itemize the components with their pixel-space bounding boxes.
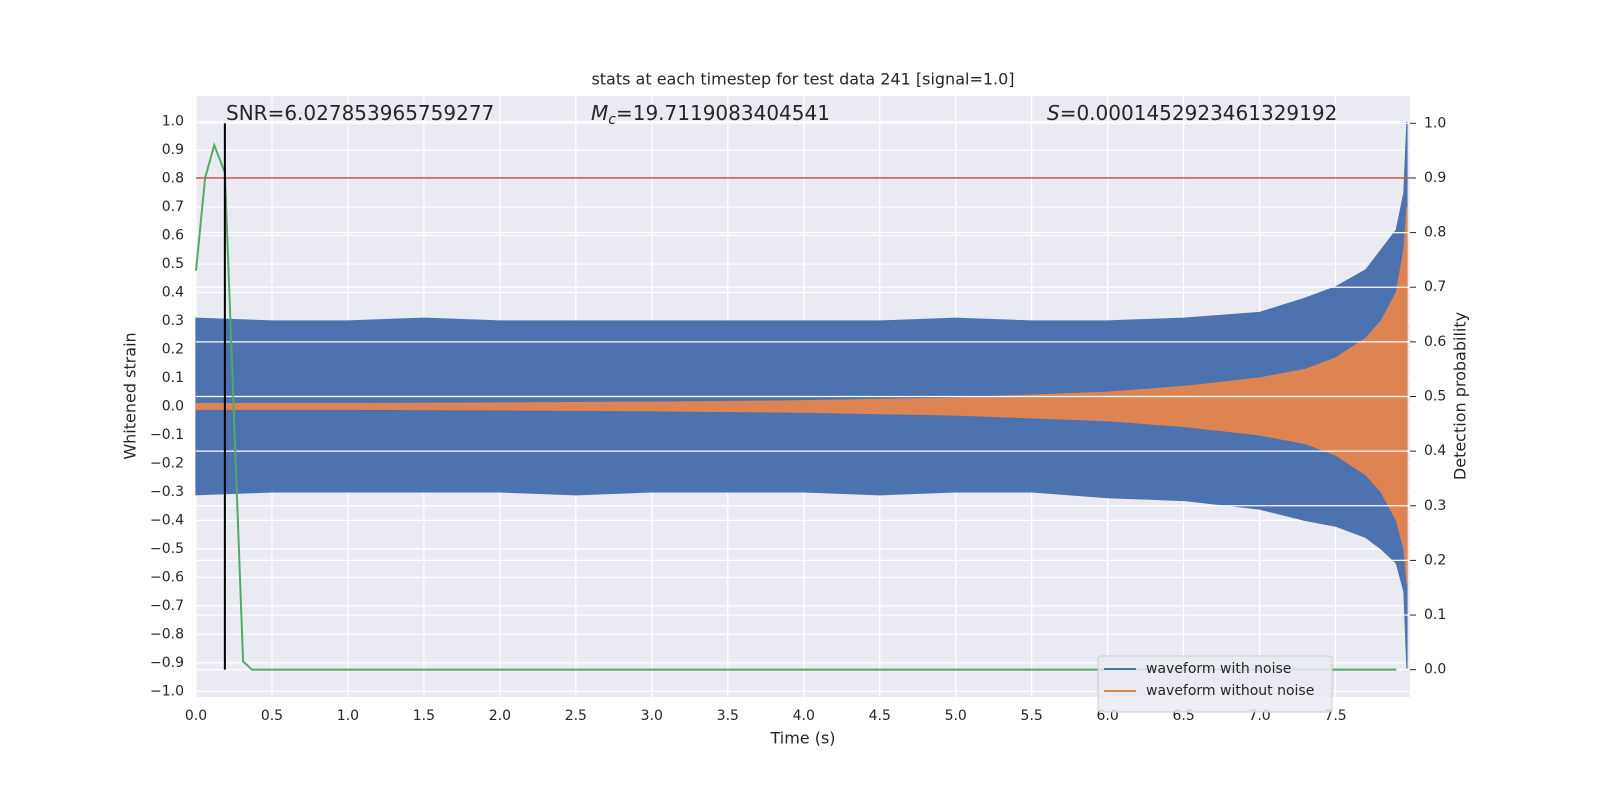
y2-tick-label: 0.2 <box>1424 552 1446 568</box>
x-tick-label: 2.5 <box>565 708 587 724</box>
chart-title: stats at each timestep for test data 241… <box>591 70 1014 89</box>
y-tick-label: 0.9 <box>162 142 184 158</box>
y-tick-label: 0.6 <box>162 228 184 244</box>
annotation-value: =6.027853965759277 <box>268 101 495 125</box>
x-tick-label: 5.0 <box>945 708 967 724</box>
x-tick-label: 5.5 <box>1021 708 1043 724</box>
annotation-value: =0.0001452923461329192 <box>1060 101 1338 125</box>
y2-tick-label: 0.9 <box>1424 170 1446 186</box>
legend-label: waveform with noise <box>1146 661 1291 677</box>
x-tick-label: 3.0 <box>641 708 663 724</box>
y2-tick-label: 0.3 <box>1424 498 1446 514</box>
y2-tick-label: 0.7 <box>1424 279 1446 295</box>
y2-tick-label: 0.6 <box>1424 334 1446 350</box>
y-tick-label: 0.1 <box>162 370 184 386</box>
y-tick-label: 0.3 <box>162 313 184 329</box>
y-tick-label: −0.9 <box>150 655 184 671</box>
x-tick-label: 3.5 <box>717 708 739 724</box>
annotation-value: =19.7119083404541 <box>616 101 830 125</box>
y2-tick-label: 1.0 <box>1424 115 1446 131</box>
y2-tick-label: 0.4 <box>1424 443 1446 459</box>
x-tick-label: 0.5 <box>261 708 283 724</box>
y-tick-label: −0.3 <box>150 484 184 500</box>
x-tick-label: 1.0 <box>337 708 359 724</box>
y-tick-label: 0.0 <box>162 398 184 414</box>
y-tick-label: −0.1 <box>150 427 184 443</box>
annotation: Mc=19.7119083404541 <box>591 101 830 129</box>
waveform-band <box>195 121 1408 669</box>
annotation-symbol: SNR <box>226 101 268 125</box>
x-tick-label: 4.0 <box>793 708 815 724</box>
y-tick-label: 0.8 <box>162 171 184 187</box>
y-tick-label: 0.2 <box>162 342 184 358</box>
y2-axis-label: Detection probability <box>1451 312 1470 480</box>
x-axis-label: Time (s) <box>769 729 835 748</box>
y2-tick-label: 0.5 <box>1424 389 1446 405</box>
y-tick-label: −0.6 <box>150 569 184 585</box>
annotation-symbol: M <box>591 101 608 125</box>
y-tick-label: 1.0 <box>162 114 184 130</box>
x-tick-label: 1.5 <box>413 708 435 724</box>
y-tick-label: −1.0 <box>150 683 184 699</box>
y-tick-label: 0.7 <box>162 199 184 215</box>
x-tick-label: 0.0 <box>185 708 207 724</box>
legend-box <box>1097 655 1333 713</box>
y-axis-label: Whitened strain <box>121 332 140 459</box>
y-tick-label: 0.5 <box>162 256 184 272</box>
x-tick-label: 2.0 <box>489 708 511 724</box>
y-tick-label: −0.2 <box>150 455 184 471</box>
x-tick-label: 4.5 <box>869 708 891 724</box>
legend: waveform with noise waveform without nois… <box>1097 655 1333 713</box>
y2-tick-label: 0.1 <box>1424 607 1446 623</box>
y-tick-label: −0.5 <box>150 541 184 557</box>
y-tick-label: −0.7 <box>150 598 184 614</box>
annotation: SNR=6.027853965759277 <box>226 101 494 125</box>
y-tick-label: 0.4 <box>162 285 184 301</box>
annotation-symbol: S <box>1047 101 1060 125</box>
y-tick-label: −0.8 <box>150 626 184 642</box>
y2-tick-label: 0.8 <box>1424 225 1446 241</box>
y-tick-label: −0.4 <box>150 512 184 528</box>
annotation-subscript: c <box>608 112 616 128</box>
y2-tick-label: 0.0 <box>1424 662 1446 678</box>
legend-label: waveform without noise <box>1146 683 1314 699</box>
annotation: S=0.0001452923461329192 <box>1047 101 1337 125</box>
